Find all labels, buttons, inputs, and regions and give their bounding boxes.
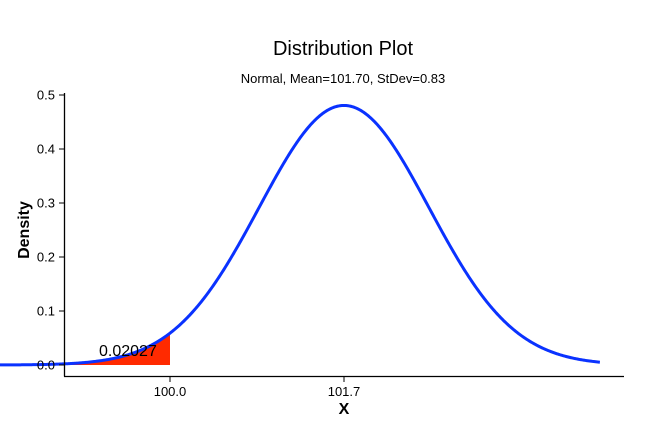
y-tick-label: 0.1 (37, 304, 55, 319)
axis-labels: X Density 0.02027 (16, 201, 350, 418)
y-tick-label: 0.4 (37, 142, 55, 157)
y-tick-label: 0.3 (37, 196, 55, 211)
density-curve (0, 103, 601, 367)
x-axis-label: X (339, 401, 350, 418)
x-tick-label: 101.7 (328, 384, 361, 399)
x-tick-label: 100.0 (154, 384, 187, 399)
y-tick-label: 0.2 (37, 250, 55, 265)
shaded-region (0, 333, 170, 365)
chart-subtitle: Normal, Mean=101.70, StDev=0.83 (240, 71, 446, 86)
area-annotation: 0.02027 (99, 343, 157, 360)
normal-curve-line (0, 103, 601, 367)
y-tick-label: 0.0 (37, 358, 55, 373)
shaded-tail-area (0, 333, 170, 365)
y-tick-label: 0.5 (37, 88, 55, 103)
axes: 0.0 0.1 0.2 0.3 0.4 0.5 100.0 101.7 (37, 88, 624, 399)
y-axis-label: Density (16, 201, 33, 259)
chart-title: Distribution Plot (272, 38, 414, 60)
